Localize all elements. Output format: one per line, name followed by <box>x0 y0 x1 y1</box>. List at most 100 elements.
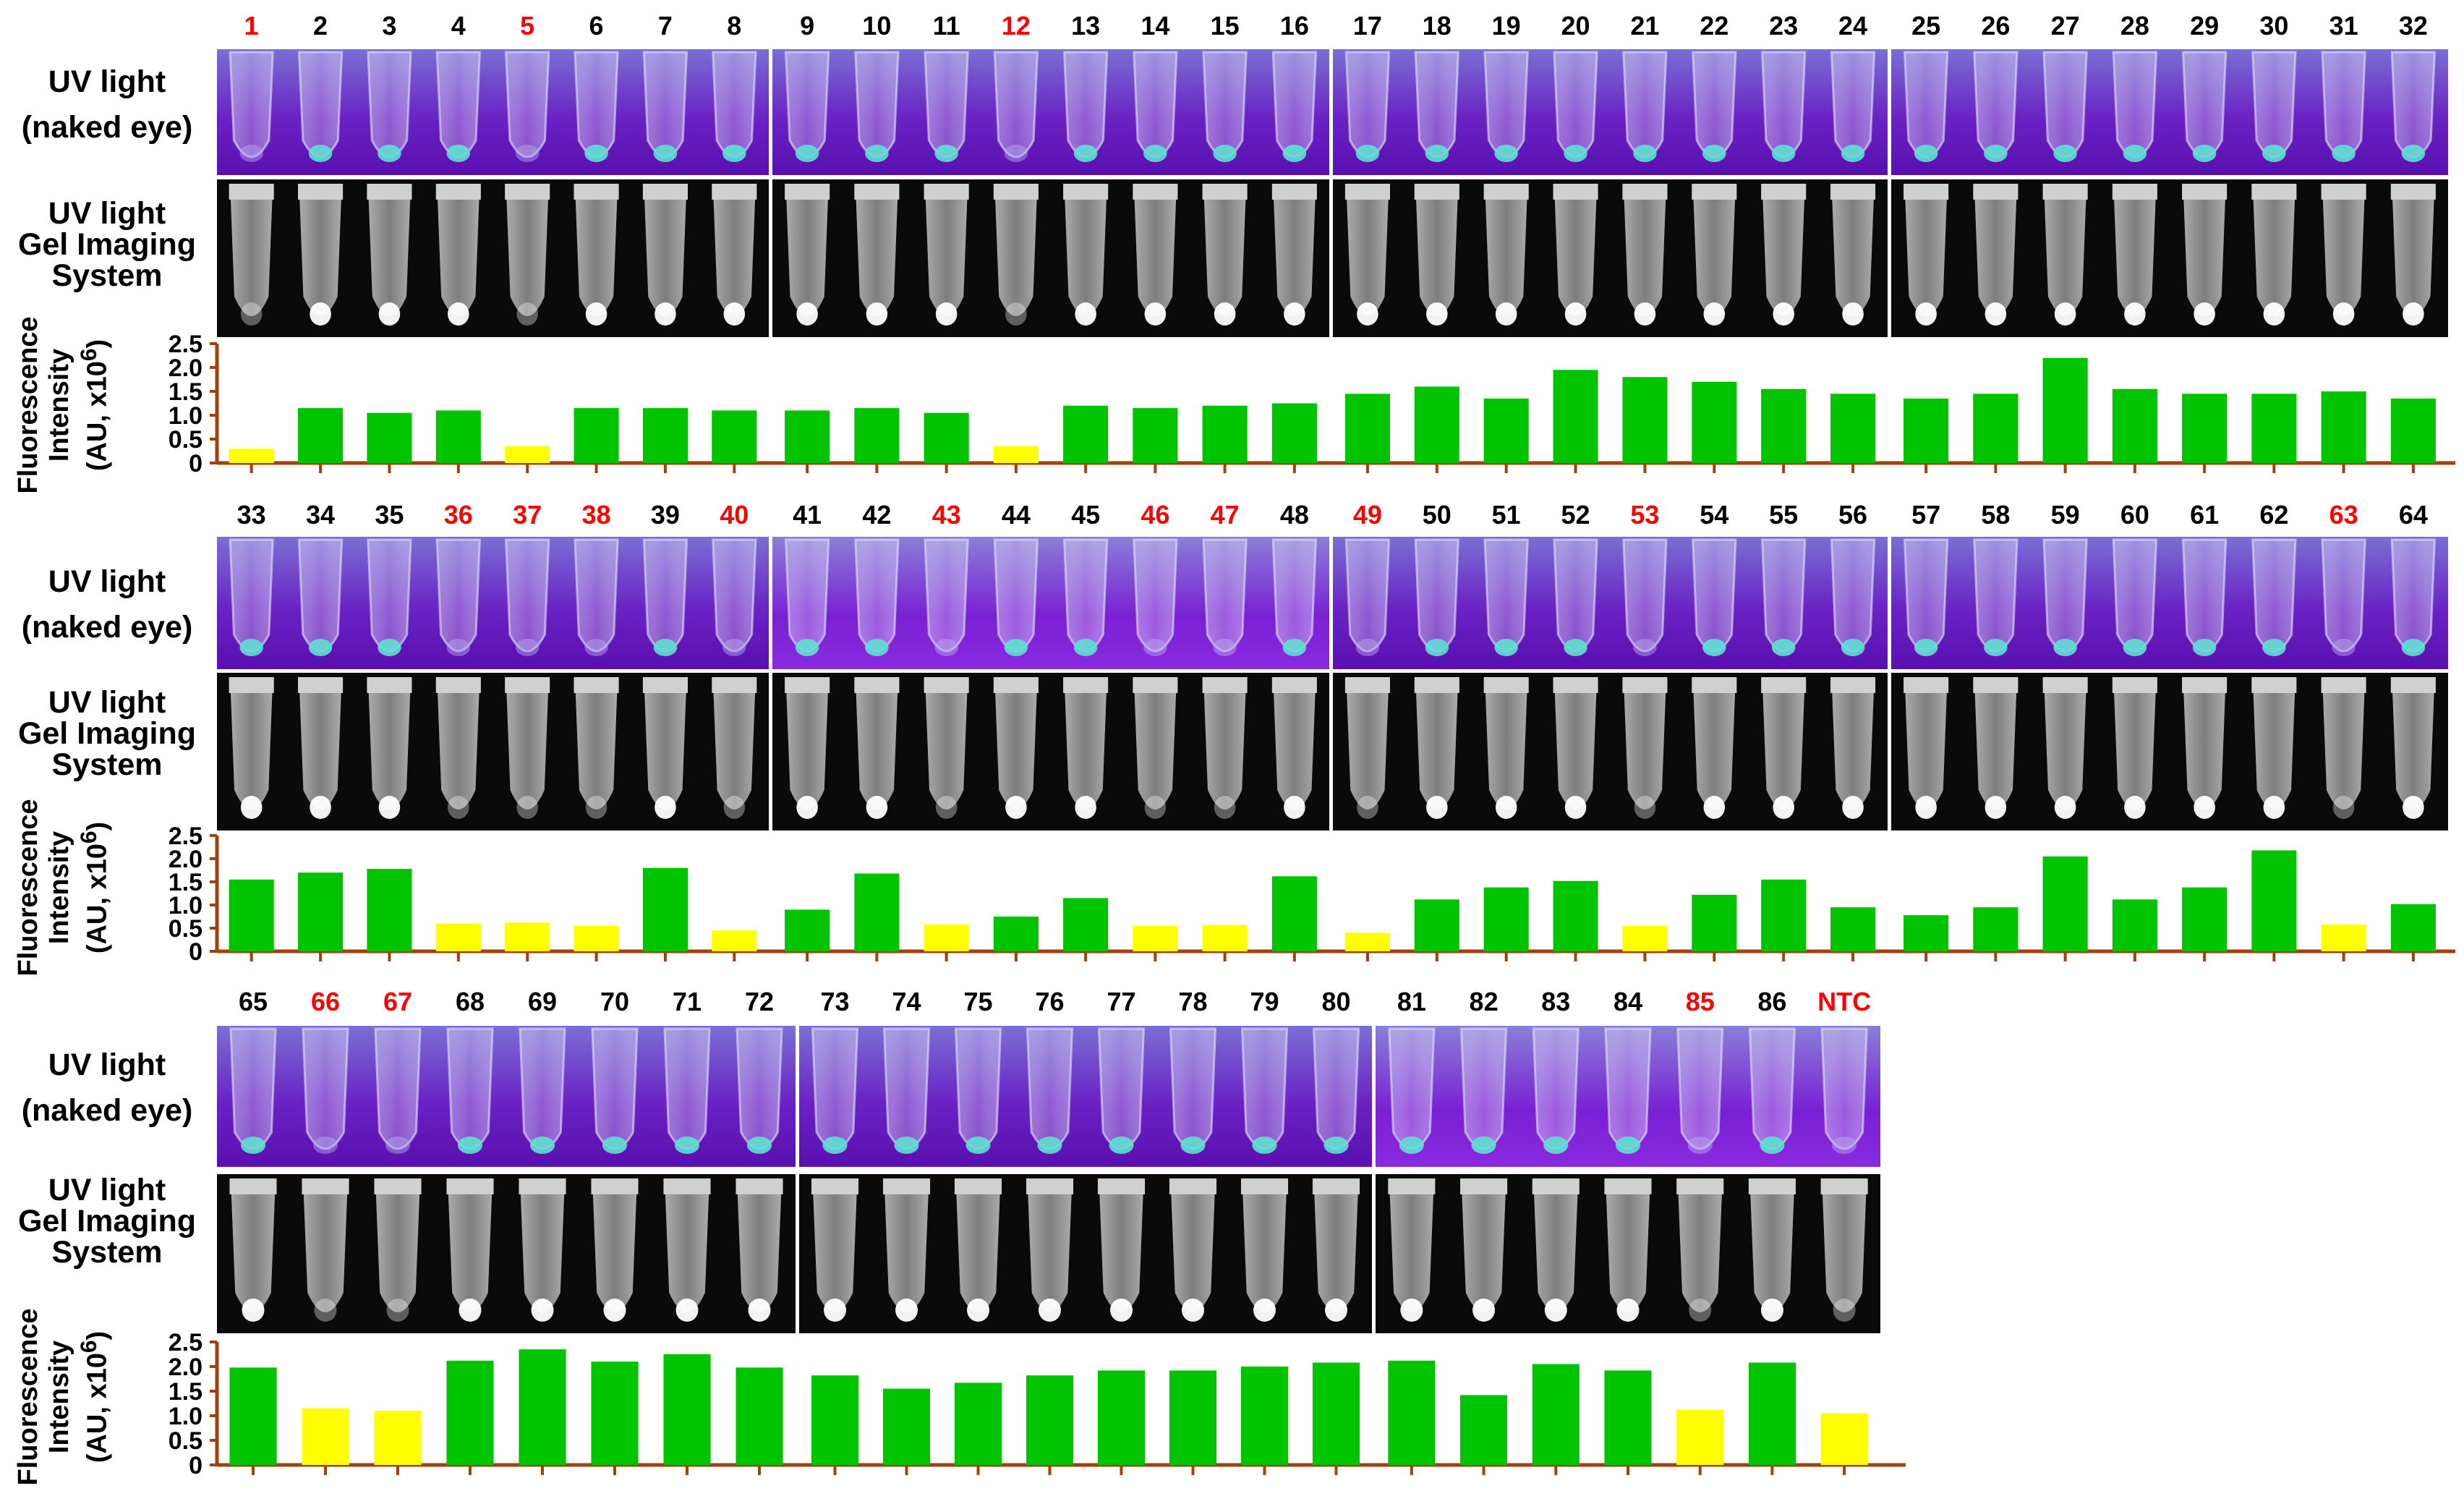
tube-gel <box>994 677 1038 810</box>
tube-number-63: 63 <box>2329 500 2358 530</box>
tube-gel-cap <box>519 1178 566 1194</box>
tube-gel <box>712 677 756 810</box>
tube-uv <box>229 1027 277 1150</box>
label-line: (naked eye) <box>21 110 193 145</box>
bar-77 <box>1097 1370 1146 1465</box>
tube-uv <box>367 538 412 653</box>
tube-uv <box>712 538 757 653</box>
tube-uv-liquid <box>584 145 608 162</box>
tube-uv-liquid <box>1841 639 1865 656</box>
tube-gel-glow <box>2403 302 2424 326</box>
tube-gel-glow <box>2263 302 2285 326</box>
tube-uv-liquid <box>1004 639 1028 656</box>
tube-gel <box>574 184 618 316</box>
tube-gel-glow <box>1253 1299 1276 1322</box>
tube-gel-cap <box>298 677 344 693</box>
bar-79 <box>1240 1367 1289 1465</box>
tube-gel-glow <box>1214 302 1236 326</box>
tube-uv-liquid <box>1073 639 1098 656</box>
bar-50 <box>1414 899 1459 951</box>
tube-uv <box>1202 51 1248 158</box>
tube-gel-cap <box>1692 184 1737 200</box>
tube-uv-liquid <box>1004 145 1028 162</box>
tube-uv <box>784 538 830 653</box>
bar-29 <box>2182 394 2228 463</box>
tube-gel-cap <box>1553 184 1598 200</box>
tube-uv-liquid <box>378 145 401 162</box>
y-tick-label: 2.0 <box>169 1354 203 1381</box>
tube-gel-cap <box>1133 184 1178 200</box>
tube-gel-glow <box>1773 796 1794 819</box>
tube-number-28: 28 <box>2120 11 2149 41</box>
tube-uv <box>642 538 689 653</box>
tube-gel <box>925 184 968 316</box>
tube-uv-liquid <box>1355 639 1380 656</box>
tube-uv-liquid <box>1213 145 1237 162</box>
bar-14 <box>1133 408 1178 463</box>
tube-number-36: 36 <box>444 500 473 530</box>
bar-5 <box>505 446 550 463</box>
tube-gel <box>1533 1178 1579 1312</box>
tube-gel <box>367 184 412 316</box>
tube-gel-glow <box>1915 796 1937 819</box>
bar-46 <box>1133 925 1178 951</box>
tube-uv-liquid <box>1494 639 1518 656</box>
tube-number-75: 75 <box>963 987 992 1016</box>
tube-uv <box>663 1027 711 1150</box>
tube-gel-glow <box>935 302 958 326</box>
label-line: UV light <box>48 1173 166 1207</box>
tube-gel-cap <box>435 184 481 200</box>
tube-uv <box>1903 51 1949 158</box>
tube-number-23: 23 <box>1769 11 1798 41</box>
ylabel-unit: (AU, x106) <box>75 339 113 472</box>
tube-gel-cap <box>1097 1178 1146 1194</box>
tube-number-27: 27 <box>2051 11 2080 41</box>
row-label-uv-gel-3: UV light Gel Imaging System <box>0 1175 214 1268</box>
tube-uv <box>1026 1027 1074 1150</box>
bar-1 <box>229 449 274 463</box>
bar-12 <box>993 446 1039 463</box>
tube-uv-liquid <box>584 639 608 656</box>
bar-10 <box>854 408 900 463</box>
tube-gel <box>737 1178 782 1312</box>
tube-gel-cap <box>1622 677 1668 693</box>
gel-photo-panel <box>1333 673 1888 830</box>
row-label-uv-naked-1: UV light (naked eye) <box>0 67 214 143</box>
tube-uv-liquid <box>1984 145 2008 162</box>
tube-uv-liquid <box>934 145 958 162</box>
tube-uv <box>2112 538 2158 653</box>
tube-gel <box>375 1178 420 1312</box>
tube-uv <box>1133 51 1178 158</box>
tube-gel-glow <box>516 796 538 819</box>
tube-gel-cap <box>574 184 619 200</box>
tube-number-8: 8 <box>727 11 741 41</box>
tube-uv <box>1622 51 1668 158</box>
label-line: Gel Imaging <box>17 227 197 262</box>
tube-gel <box>1485 677 1528 810</box>
tube-gel <box>1133 184 1177 316</box>
tube-gel-glow <box>655 796 676 819</box>
tube-number-38: 38 <box>582 500 611 530</box>
tube-uv-liquid <box>457 1137 483 1154</box>
tube-uv-liquid <box>1252 1137 1277 1154</box>
tube-gel <box>1099 1178 1144 1312</box>
tube-gel <box>1313 1178 1359 1312</box>
tube-uv-liquid <box>446 145 471 162</box>
tube-uv-liquid <box>795 639 819 656</box>
tube-gel <box>1904 677 1948 810</box>
bar-15 <box>1202 405 1248 463</box>
bar-74 <box>882 1388 931 1465</box>
bar-24 <box>1830 394 1876 463</box>
bar-73 <box>811 1375 859 1465</box>
tube-gel-glow <box>1400 1299 1423 1322</box>
tube-gel <box>1273 677 1316 810</box>
tube-number-70: 70 <box>600 987 629 1016</box>
tube-gel <box>299 677 342 810</box>
tube-gel-glow <box>866 302 888 326</box>
tube-number-68: 68 <box>456 987 485 1016</box>
bar-53 <box>1622 925 1668 951</box>
bar-71 <box>663 1354 711 1465</box>
tube-gel-glow <box>2124 796 2146 819</box>
bar-4 <box>435 410 481 463</box>
gel-photo-panel <box>1333 179 1888 337</box>
